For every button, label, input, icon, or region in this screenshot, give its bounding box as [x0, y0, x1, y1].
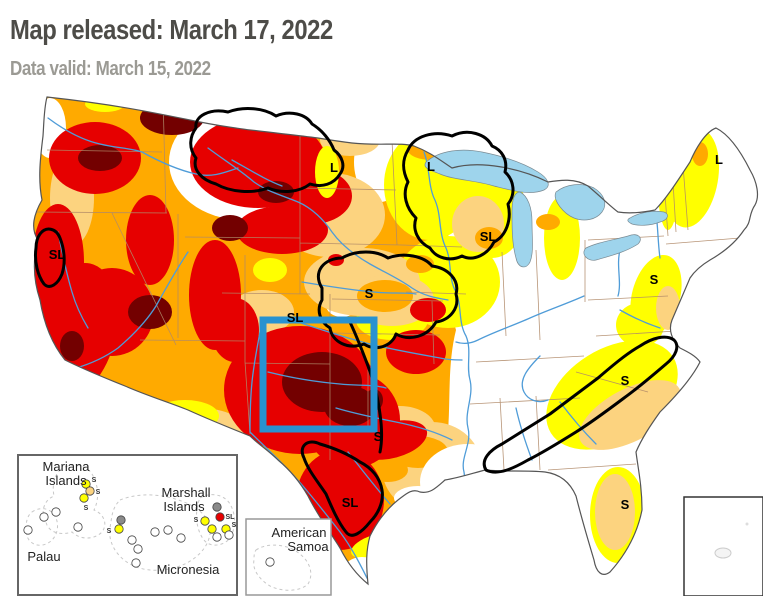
island-marker-label: S — [92, 477, 97, 484]
map-released-text: Map released: March 17, 2022 — [10, 14, 333, 45]
island-marker-yellow — [79, 493, 89, 503]
pacific-islands-inset — [17, 454, 238, 596]
island-marker-label: SL — [226, 514, 236, 521]
impact-label-s: S — [365, 286, 374, 301]
island-marker-white — [73, 522, 83, 532]
impact-label-l: L — [330, 160, 338, 175]
bottom-right-inset — [683, 496, 763, 596]
island-marker-gray — [212, 502, 222, 512]
impact-label-sl: SL — [49, 247, 66, 262]
island-marker-white — [176, 533, 186, 543]
island-marker-white — [51, 507, 61, 517]
island-marker-yellow — [81, 479, 91, 489]
island-marker-yellow — [207, 524, 217, 534]
impact-label-s: S — [374, 429, 383, 444]
impact-label-s: S — [650, 272, 659, 287]
rivers — [47, 117, 661, 581]
inset-label: American — [272, 525, 327, 540]
island-marker-tan — [85, 486, 95, 496]
island-marker-label: S — [96, 489, 101, 496]
impact-label-s: S — [621, 373, 630, 388]
inset-label: Marshall — [161, 485, 210, 500]
impact-label-sl: SL — [342, 495, 359, 510]
island-marker-white — [163, 525, 173, 535]
inset-label: Islands — [45, 473, 87, 488]
data-valid-text: Data valid: March 15, 2022 — [10, 58, 211, 80]
island-marker-white — [224, 530, 234, 540]
island-marker-white — [131, 558, 141, 568]
impact-label-sl: SL — [480, 229, 497, 244]
island-marker-yellow — [200, 516, 210, 526]
inset-labels: MarianaIslandsMarshallIslandsPalauMicron… — [27, 459, 329, 577]
us-outline — [33, 96, 759, 586]
drought-impact-outlines — [34, 107, 679, 537]
island-marker-gray — [116, 515, 126, 525]
island-marker-yellow — [114, 524, 124, 534]
island-marker-white — [265, 557, 275, 567]
island-marker-white — [212, 532, 222, 542]
inset-label: Samoa — [287, 539, 329, 554]
inset-label: Palau — [27, 549, 60, 564]
impact-label-sl: SL — [287, 310, 304, 325]
inset-label: Islands — [163, 499, 205, 514]
american-samoa-inset — [245, 518, 332, 596]
island-marker-white — [150, 527, 160, 537]
island-marker-white — [127, 535, 137, 545]
impact-label-l: L — [715, 152, 723, 167]
island-marker-label: S — [84, 505, 89, 512]
impact-label-l: L — [427, 159, 435, 174]
island-marker-label: S — [232, 522, 237, 529]
island-marker-red — [215, 512, 225, 522]
highlight-box — [259, 316, 378, 433]
island-marker-white — [23, 525, 33, 535]
island-marker-white — [39, 512, 49, 522]
great-lakes — [424, 149, 668, 268]
island-marker-label: S — [194, 517, 199, 524]
island-marker-label: S — [107, 528, 112, 535]
inset-label: Micronesia — [157, 562, 221, 577]
island-marker-white — [133, 544, 143, 554]
inset-label: Mariana — [43, 459, 91, 474]
impact-label-s: S — [621, 497, 630, 512]
